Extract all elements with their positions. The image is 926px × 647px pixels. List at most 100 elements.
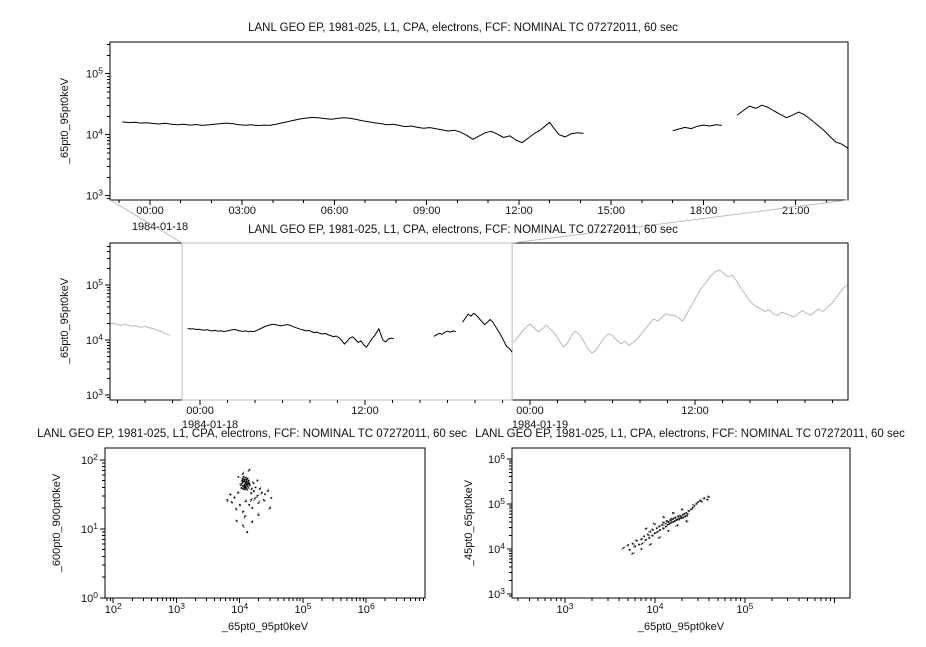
scatter-point xyxy=(250,488,252,491)
scatter-point xyxy=(678,518,681,520)
scatter-left-plot-area[interactable] xyxy=(104,447,426,599)
scatter-point xyxy=(248,480,250,482)
scatter-point xyxy=(243,479,246,481)
scatter-right-plot-area[interactable] xyxy=(511,447,851,599)
scatter-point xyxy=(645,538,648,540)
scatter-point xyxy=(241,480,243,483)
scatter-point xyxy=(230,494,232,496)
x-tick-label: 104 xyxy=(231,601,248,616)
plot-element: 5 xyxy=(98,277,103,287)
scatter-point xyxy=(633,543,635,545)
plot-element: 3 xyxy=(500,586,505,596)
scatter-point xyxy=(246,478,248,480)
scatter-point xyxy=(659,524,661,527)
x-tick-label: 103 xyxy=(557,601,574,616)
zoom-selection-box[interactable] xyxy=(181,242,513,401)
scatter-point xyxy=(260,487,262,489)
scatter-point xyxy=(250,499,252,501)
scatter-point xyxy=(642,538,644,540)
scatter-point xyxy=(237,491,239,493)
scatter-point xyxy=(239,484,241,486)
scatter-point xyxy=(662,527,664,529)
scatter-point xyxy=(266,490,268,492)
scatter-point xyxy=(648,531,650,533)
scatter-point xyxy=(255,496,257,498)
scatter-point xyxy=(666,525,668,527)
overview-plot-area[interactable] xyxy=(109,242,849,401)
scatter-point xyxy=(622,547,625,549)
scatter-point xyxy=(643,535,645,537)
timeseries-day-plot-area[interactable] xyxy=(109,41,849,201)
scatter-point xyxy=(244,478,246,480)
scatter-point xyxy=(667,530,669,532)
scatter-point xyxy=(662,524,664,527)
scatter-point xyxy=(244,486,246,488)
scatter-point xyxy=(256,496,258,498)
scatter-point xyxy=(692,504,694,506)
x-tick-label: 103 xyxy=(168,601,185,616)
y-tick-label: 100 xyxy=(81,590,98,605)
scatter-point xyxy=(658,536,661,539)
scatter-point xyxy=(254,487,257,489)
scatter-point xyxy=(667,523,669,525)
y-tick-label: 105 xyxy=(86,66,103,81)
scatter-point xyxy=(690,509,692,511)
x-tick-label: 00:00 xyxy=(136,205,164,217)
scatter-point xyxy=(652,522,655,524)
overview-ylabel: _65pt0_95pt0keV xyxy=(59,277,71,365)
scatter-point xyxy=(641,548,643,550)
scatter-point xyxy=(244,488,247,491)
x-tick-label: 106 xyxy=(358,601,375,616)
plot-element: 10 xyxy=(488,454,500,466)
scatter-point xyxy=(235,508,238,511)
scatter-point xyxy=(672,513,674,515)
scatter-left-points xyxy=(226,468,273,534)
scatter-point xyxy=(672,512,674,514)
y-tick-label: 104 xyxy=(86,127,103,142)
scatter-point xyxy=(666,523,669,526)
scatter-point xyxy=(667,521,669,523)
scatter-point xyxy=(669,518,672,520)
scatter-point xyxy=(653,533,655,535)
scatter-point xyxy=(260,493,262,495)
scatter-point xyxy=(696,501,698,504)
scatter-point xyxy=(693,506,695,508)
scatter-point xyxy=(643,542,645,544)
scatter-point xyxy=(239,483,241,485)
scatter-point xyxy=(248,487,250,489)
scatter-point xyxy=(243,485,245,487)
scatter-point xyxy=(686,521,688,523)
scatter-point xyxy=(241,473,243,476)
scatter-point xyxy=(649,543,652,546)
scatter-point xyxy=(665,526,667,528)
scatter-point xyxy=(681,509,683,511)
scatter-point xyxy=(687,512,689,515)
scatter-point xyxy=(682,508,684,510)
scatter-point xyxy=(248,483,250,485)
scatter-point xyxy=(264,493,266,495)
scatter-point xyxy=(240,487,242,489)
scatter-point xyxy=(657,526,659,528)
scatter-point xyxy=(631,553,633,555)
scatter-point xyxy=(686,514,689,517)
scatter-point xyxy=(646,527,648,529)
scatter-point xyxy=(633,546,635,548)
scatter-point xyxy=(663,524,665,526)
scatter-point xyxy=(633,552,635,554)
scatter-point xyxy=(640,539,642,541)
scatter-point xyxy=(696,503,698,505)
scatter-point xyxy=(257,512,259,514)
scatter-point xyxy=(648,544,650,546)
scatter-point xyxy=(671,517,673,519)
plot-element: 3 xyxy=(98,387,103,397)
scatter-point xyxy=(227,499,229,501)
scatter-left-xlabel: _65pt0_95pt0keV xyxy=(221,621,309,633)
scatter-point xyxy=(703,497,705,499)
plot-element: 5 xyxy=(307,601,312,611)
scatter-point xyxy=(680,515,682,518)
